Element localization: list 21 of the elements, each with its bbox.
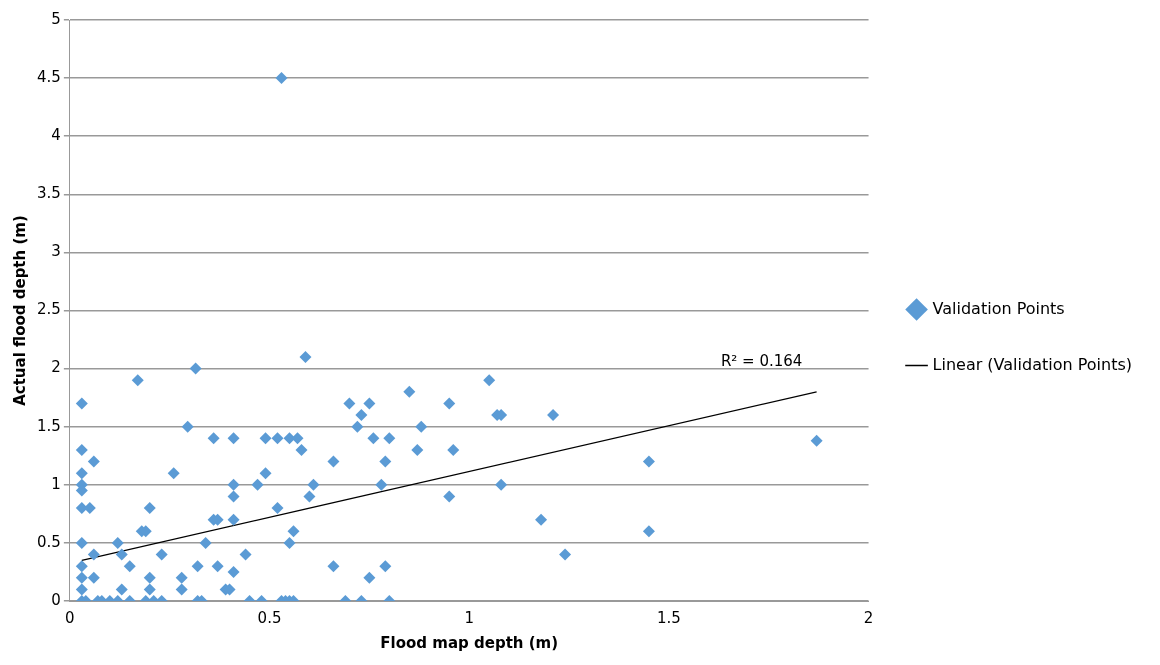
y-tick-label: 0.5 — [37, 532, 61, 551]
y-tick-label: 4.5 — [37, 67, 61, 86]
x-tick-label: 0.5 — [257, 608, 282, 627]
x-tick-label: 2 — [863, 608, 874, 627]
legend-label: Validation Points — [932, 298, 1065, 318]
x-axis-title: Flood map depth (m) — [380, 633, 559, 652]
y-axis-title: Actual flood depth (m) — [10, 215, 29, 406]
y-tick-label: 3 — [51, 242, 61, 261]
annotation: R² = 0.164 — [720, 352, 803, 371]
x-tick-label: 1.5 — [656, 608, 681, 627]
legend-label: Linear (Validation Points) — [932, 354, 1132, 374]
x-tick-label: 1 — [464, 608, 474, 627]
y-tick-label: 1 — [51, 474, 61, 493]
y-tick-label: 0 — [51, 590, 61, 609]
y-tick-label: 4 — [51, 126, 61, 145]
y-tick-label: 2.5 — [37, 300, 61, 319]
x-tick-label: 0 — [65, 608, 75, 627]
y-tick-label: 5 — [51, 9, 61, 28]
y-tick-label: 3.5 — [37, 184, 61, 203]
y-tick-label: 2 — [51, 358, 61, 377]
y-tick-label: 1.5 — [37, 416, 61, 435]
